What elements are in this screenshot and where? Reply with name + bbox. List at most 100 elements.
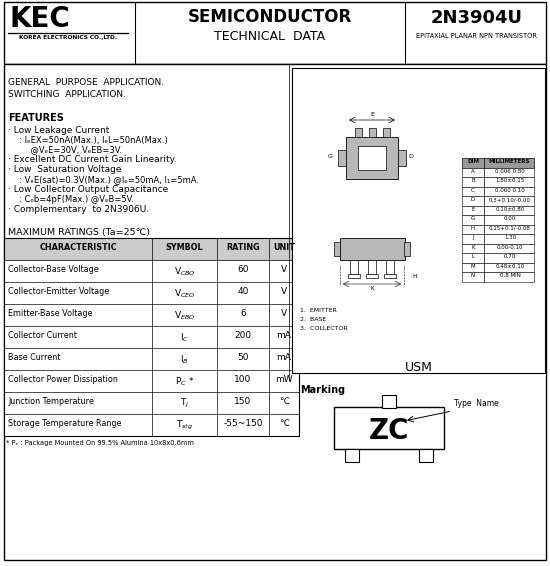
Bar [4, 348, 299, 370]
Bar [419, 449, 433, 462]
Text: 0.060 0.10: 0.060 0.10 [495, 188, 525, 192]
Text: Type  Name: Type Name [454, 399, 499, 408]
Text: -55~150: -55~150 [223, 419, 263, 428]
Text: P$_C$ *: P$_C$ * [175, 375, 194, 388]
Text: E: E [471, 207, 475, 212]
Bar [4, 370, 299, 392]
Text: · Excellent DC Current Gain Linearity.: · Excellent DC Current Gain Linearity. [8, 155, 177, 164]
Text: FEATURES: FEATURES [8, 113, 64, 123]
Bar [4, 304, 299, 326]
Bar [348, 274, 360, 278]
Text: Emitter-Base Voltage: Emitter-Base Voltage [8, 309, 92, 318]
Bar [462, 187, 534, 196]
Bar [404, 242, 410, 256]
Text: 1.30: 1.30 [504, 235, 516, 240]
Text: TECHNICAL  DATA: TECHNICAL DATA [214, 30, 326, 43]
Text: Base Current: Base Current [8, 353, 60, 362]
Text: G: G [328, 154, 333, 159]
Text: DIM: DIM [467, 159, 479, 164]
Text: 0.3+0.10/-0.00: 0.3+0.10/-0.00 [489, 197, 531, 202]
Text: KEC: KEC [10, 5, 71, 33]
Text: MILLIMETERS: MILLIMETERS [488, 159, 530, 164]
Text: Storage Temperature Range: Storage Temperature Range [8, 419, 122, 428]
Text: 2N3904U: 2N3904U [431, 9, 523, 27]
Text: ZC: ZC [368, 417, 409, 445]
Text: V: V [281, 265, 287, 274]
Bar [386, 260, 394, 274]
Bar [334, 242, 340, 256]
Text: 0.70: 0.70 [504, 254, 516, 259]
Bar [4, 238, 299, 436]
Text: I$_B$: I$_B$ [180, 353, 189, 366]
Bar [4, 392, 299, 414]
Bar [355, 128, 362, 137]
Text: Junction Temperature: Junction Temperature [8, 397, 94, 406]
Bar [4, 238, 299, 260]
Text: 0.8 MIN: 0.8 MIN [499, 273, 520, 278]
Bar [462, 177, 534, 187]
Text: · Low Leakage Current: · Low Leakage Current [8, 126, 109, 135]
Text: K: K [370, 286, 374, 291]
Text: 1.80±0.15: 1.80±0.15 [496, 178, 525, 183]
Bar [366, 274, 378, 278]
Text: B: B [471, 178, 475, 183]
Bar [462, 158, 534, 168]
Text: V: V [281, 309, 287, 318]
Text: 2.  BASE: 2. BASE [300, 317, 326, 322]
Bar [462, 234, 534, 243]
Bar [382, 395, 396, 408]
Bar [350, 260, 358, 274]
Text: A: A [471, 169, 475, 174]
Text: KOREA ELECTRONICS CO.,LTD.: KOREA ELECTRONICS CO.,LTD. [19, 35, 117, 40]
Bar [4, 64, 546, 560]
Text: V$_{CEO}$: V$_{CEO}$ [174, 287, 195, 299]
Bar [384, 274, 396, 278]
Bar [4, 414, 299, 436]
Bar [383, 128, 390, 137]
Text: · Low Collector Output Capacitance: · Low Collector Output Capacitance [8, 185, 168, 194]
Text: Collector-Base Voltage: Collector-Base Voltage [8, 265, 99, 274]
Text: 0.15+0.1/-0.08: 0.15+0.1/-0.08 [489, 226, 531, 231]
Text: MAXIMUM RATINGS (Ta=25℃): MAXIMUM RATINGS (Ta=25℃) [8, 228, 150, 237]
Bar [462, 243, 534, 253]
Text: GENERAL  PURPOSE  APPLICATION.: GENERAL PURPOSE APPLICATION. [8, 78, 164, 87]
Text: Collector Current: Collector Current [8, 331, 77, 340]
Text: T$_{stg}$: T$_{stg}$ [176, 419, 193, 432]
Text: * Pₑ : Package Mounted On 99.5% Alumina 10x8x0.6mm: * Pₑ : Package Mounted On 99.5% Alumina … [6, 440, 194, 446]
Text: mA: mA [277, 353, 292, 362]
Text: : IₑEX=50nA(Max.), IₑL=50nA(Max.): : IₑEX=50nA(Max.), IₑL=50nA(Max.) [14, 136, 168, 145]
Text: Collector-Emitter Voltage: Collector-Emitter Voltage [8, 287, 109, 296]
Text: : VₑE(sat)=0.3V(Max.) @Iₑ=50mA, I₁=5mA.: : VₑE(sat)=0.3V(Max.) @Iₑ=50mA, I₁=5mA. [14, 175, 199, 184]
Text: C: C [471, 188, 475, 192]
Text: 100: 100 [234, 375, 252, 384]
Text: E: E [370, 112, 374, 117]
Bar [462, 215, 534, 225]
Text: 1.  EMITTER: 1. EMITTER [300, 308, 337, 313]
Text: mA: mA [277, 331, 292, 340]
Text: UNIT: UNIT [273, 243, 295, 252]
Text: 150: 150 [234, 397, 252, 406]
Bar [4, 260, 299, 282]
Bar [292, 68, 545, 373]
Text: SWITCHING  APPLICATION.: SWITCHING APPLICATION. [8, 90, 126, 99]
Bar [462, 168, 534, 177]
Bar [345, 449, 359, 462]
Text: V: V [281, 287, 287, 296]
Text: H: H [412, 274, 417, 279]
Text: G: G [471, 216, 475, 221]
Text: RATING: RATING [226, 243, 260, 252]
Text: D: D [408, 154, 413, 159]
Bar [462, 205, 534, 215]
Bar [4, 326, 299, 348]
Text: 6: 6 [240, 309, 246, 318]
Text: 0.00: 0.00 [504, 216, 516, 221]
Text: 0.10±0.80: 0.10±0.80 [496, 207, 525, 212]
Bar [462, 196, 534, 205]
Text: 40: 40 [237, 287, 249, 296]
Text: mW: mW [275, 375, 293, 384]
Text: H: H [471, 226, 475, 231]
Text: T$_j$: T$_j$ [180, 397, 189, 410]
Bar [4, 282, 299, 304]
Text: · Complementary  to 2N3906U.: · Complementary to 2N3906U. [8, 205, 149, 214]
Text: N: N [471, 273, 475, 278]
